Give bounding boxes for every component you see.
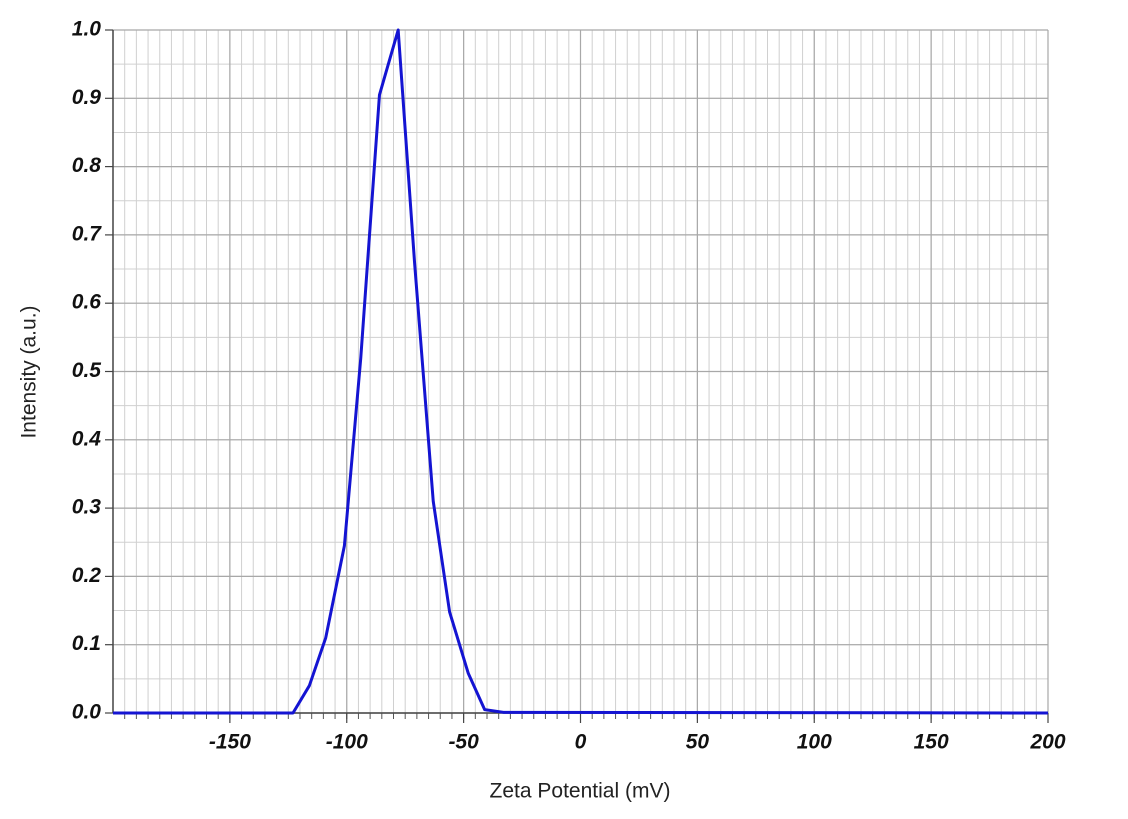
x-tick-label: 100 (797, 731, 832, 754)
x-tick-label: -150 (209, 731, 251, 754)
data-line (113, 28, 1049, 715)
y-tick-label: 0.4 (72, 427, 102, 450)
y-tick-label: 0.9 (72, 86, 102, 109)
y-tick-label: 0.5 (72, 359, 102, 382)
x-axis-label: Zeta Potential (mV) (490, 780, 671, 803)
y-tick-label: 0.0 (72, 701, 102, 724)
y-tick-label: 0.7 (72, 222, 103, 245)
x-tick-label: -50 (448, 731, 479, 754)
y-tick-label: 0.2 (72, 564, 102, 587)
x-tick-label: 150 (914, 731, 949, 754)
y-tick-label: 0.8 (72, 154, 102, 177)
y-tick-label: 1.0 (72, 18, 102, 41)
x-tick-label: 0 (575, 731, 587, 754)
y-tick-label: 0.1 (72, 632, 101, 655)
x-tick-label: 50 (686, 731, 710, 754)
y-tick-label: 0.3 (72, 496, 102, 519)
x-tick-label: -100 (326, 731, 368, 754)
x-tick-label: 200 (1029, 731, 1065, 754)
y-tick-label: 0.6 (72, 291, 102, 314)
y-axis-label: Intensity (a.u.) (18, 305, 41, 438)
